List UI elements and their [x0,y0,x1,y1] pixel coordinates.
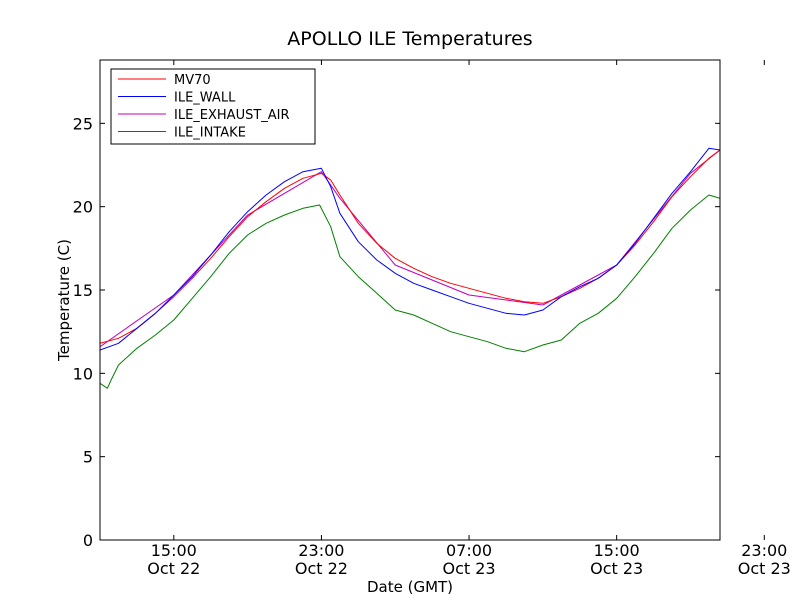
x-tick-label-time: 15:00 [594,541,640,560]
y-tick-label: 5 [83,448,93,467]
legend-entry-label: ILE_WALL [174,91,236,106]
y-tick-label: 25 [73,114,93,133]
y-axis-title: Temperature (C) [55,239,73,362]
x-tick-label-date: Oct 23 [590,559,643,578]
legend-entry-label: ILE_EXHAUST_AIR [174,108,290,123]
series-line-ile-wall [100,147,720,351]
legend-entry-label: ILE_INTAKE [174,126,246,141]
y-tick-label: 10 [73,364,93,383]
x-tick-label-time: 07:00 [446,541,492,560]
plot-frame [99,59,721,541]
series-layer [100,147,720,389]
series-line-ile-intake [100,194,720,389]
x-tick-label-time: 23:00 [741,541,787,560]
x-tick-label-date: Oct 23 [738,559,791,578]
chart-title: APOLLO ILE Temperatures [287,28,532,50]
legend: MV70 ILE_WALL ILE_EXHAUST_AIR ILE_INTAKE [110,68,316,145]
legend-entry-label: MV70 [174,73,211,88]
y-tick-label: 15 [73,281,93,300]
y-tick-label: 0 [83,531,93,550]
x-tick-label-date: Oct 22 [295,559,348,578]
x-tick-label-date: Oct 22 [147,559,200,578]
x-tick-label-date: Oct 23 [442,559,495,578]
x-tick-label-time: 23:00 [298,541,344,560]
y-tick-label: 20 [73,198,93,217]
x-tick-label-time: 15:00 [151,541,197,560]
x-axis-title: Date (GMT) [367,578,453,596]
